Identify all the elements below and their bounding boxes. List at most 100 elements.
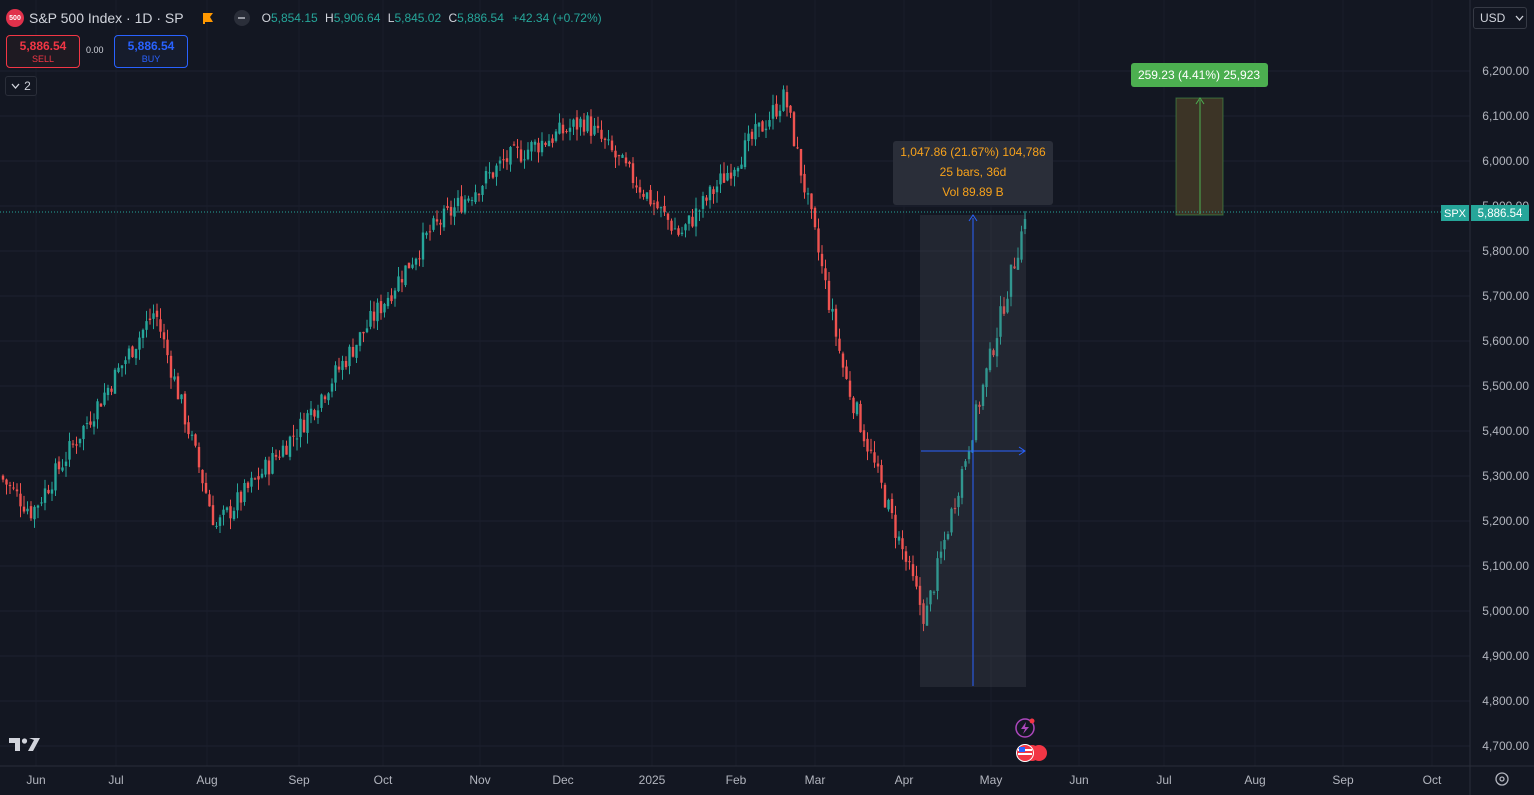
- candle-body: [222, 509, 225, 515]
- price-range-tool[interactable]: 259.23 (4.41%) 25,923: [1131, 63, 1268, 216]
- candle-body: [915, 575, 918, 587]
- hide-legend-button[interactable]: [233, 10, 250, 26]
- candle-body: [194, 434, 197, 446]
- time-tick: Dec: [552, 773, 573, 787]
- candle-body: [285, 445, 288, 455]
- candle-body: [568, 127, 572, 132]
- time-tick: Mar: [805, 773, 826, 787]
- candle-body: [463, 199, 467, 213]
- price-tick: 5,300.00: [1482, 469, 1529, 483]
- candle-body: [596, 125, 600, 129]
- candle-body: [978, 404, 981, 407]
- candle-body: [348, 346, 351, 367]
- candle-body: [960, 469, 964, 498]
- tradingview-logo-icon[interactable]: [9, 736, 41, 752]
- candle-body: [299, 418, 302, 438]
- price-tick: 5,200.00: [1482, 514, 1529, 528]
- candle-body: [740, 164, 743, 169]
- candle-body: [876, 463, 880, 467]
- candle-body: [684, 224, 687, 231]
- candle-body: [113, 369, 117, 394]
- change-value: +42.34 (+0.72%): [512, 11, 602, 25]
- candle-body: [509, 147, 512, 165]
- time-tick: Sep: [288, 773, 310, 787]
- candle-body: [932, 591, 936, 593]
- lightning-icon: [1021, 722, 1029, 734]
- candle-body: [418, 258, 421, 260]
- candle-body: [680, 232, 684, 235]
- time-axis-settings-icon[interactable]: [1494, 771, 1510, 787]
- price-axis[interactable]: 6,200.006,100.006,000.005,900.005,800.00…: [1482, 64, 1529, 753]
- candle-body: [180, 394, 183, 400]
- candle-body: [715, 186, 719, 193]
- candle-body: [57, 461, 61, 470]
- buy-price: 5,886.54: [127, 39, 175, 53]
- candle-body: [488, 172, 491, 174]
- time-tick: Feb: [726, 773, 747, 787]
- candle-body: [841, 353, 845, 368]
- candle-body: [474, 192, 477, 203]
- indicators-collapse-button[interactable]: 2: [5, 76, 37, 96]
- measure-arrowhead-right: [1018, 446, 1026, 456]
- candle-body: [110, 388, 113, 392]
- candle-body: [743, 140, 747, 168]
- symbol-title[interactable]: S&P 500 Index · 1D · SP: [29, 10, 184, 26]
- candle-body: [204, 482, 208, 493]
- candle-body: [460, 196, 463, 213]
- candle-body: [754, 124, 757, 140]
- candle-body: [561, 124, 565, 134]
- measure-label-line2: 25 bars, 36d: [940, 165, 1007, 179]
- candle-body: [145, 321, 148, 330]
- candle-body: [502, 159, 505, 161]
- candle-body: [43, 488, 47, 503]
- candle-body: [894, 514, 897, 538]
- price-range-label-box: [1131, 63, 1268, 87]
- candle-body: [470, 199, 474, 201]
- candle-body: [176, 376, 180, 400]
- indicators-count: 2: [24, 79, 31, 93]
- candle-body: [957, 495, 960, 508]
- candle-body: [579, 118, 582, 128]
- candle-body: [477, 194, 481, 196]
- candle-body: [162, 332, 166, 340]
- candle-body: [239, 491, 243, 503]
- currency-select[interactable]: USD: [1473, 7, 1527, 29]
- candle-body: [866, 438, 869, 452]
- candle-body: [40, 502, 43, 504]
- candle-body: [638, 187, 642, 193]
- price-tick: 5,500.00: [1482, 379, 1529, 393]
- candle-body: [586, 115, 589, 132]
- candle-body: [187, 422, 190, 435]
- buy-button[interactable]: 5,886.54 BUY: [114, 35, 188, 68]
- candle-body: [264, 459, 267, 475]
- events-area[interactable]: [1015, 718, 1047, 762]
- sell-button[interactable]: 5,886.54 SELL: [6, 35, 80, 68]
- candle-body: [152, 313, 155, 319]
- candle-body: [908, 561, 911, 563]
- flag-icon[interactable]: [202, 12, 214, 24]
- candle-body: [593, 125, 596, 135]
- candle-body: [747, 133, 750, 142]
- candle-body: [904, 551, 908, 562]
- time-tick: 2025: [639, 773, 666, 787]
- candle-body: [106, 387, 110, 396]
- candle-body: [537, 142, 540, 153]
- candle-body: [155, 310, 159, 317]
- candle-body: [922, 603, 925, 624]
- candle-body: [677, 228, 680, 235]
- candle-body: [656, 201, 659, 209]
- low-value: 5,845.02: [394, 11, 442, 25]
- candle-body: [649, 189, 652, 205]
- time-axis[interactable]: Jun Jul Aug Sep Oct Nov Dec 2025 Feb Mar Apr May Jun…: [26, 773, 1442, 787]
- candle-body: [183, 393, 187, 425]
- candle-body: [880, 465, 883, 483]
- candle-body: [260, 473, 264, 478]
- measure-tool[interactable]: 1,047.86 (21.67%) 104,786 25 bars, 36d V…: [893, 141, 1053, 687]
- candle-body: [491, 172, 495, 178]
- candle-body: [526, 149, 530, 160]
- candle-body: [600, 129, 603, 139]
- candle-body: [869, 449, 873, 451]
- candle-body: [939, 551, 943, 558]
- candle-body: [974, 404, 978, 441]
